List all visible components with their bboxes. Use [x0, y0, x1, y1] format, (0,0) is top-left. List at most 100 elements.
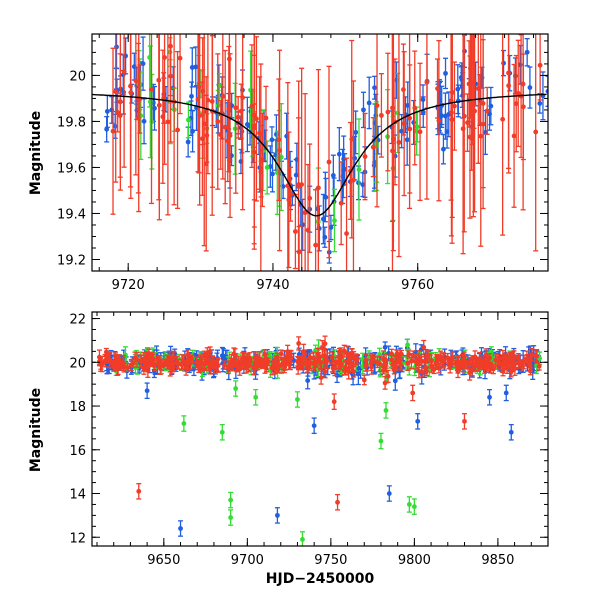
red-data-point [478, 133, 484, 139]
x-tick-label: 9720 [112, 278, 145, 293]
bottom-panel: 9650 9700 9750 9800 9850 12 14 16 18 20 22 Magnitu… [28, 311, 549, 587]
red-data-point [243, 365, 249, 371]
red-data-point [381, 368, 386, 373]
y-tick-label: 18 [69, 400, 86, 415]
red-data-point [299, 182, 305, 187]
y-tick-label: 20 [69, 356, 86, 371]
red-data-point [422, 358, 428, 364]
green-data-point [378, 438, 384, 444]
red-data-point [302, 351, 308, 357]
blue-data-point [404, 137, 410, 143]
bottom-data-points [96, 335, 543, 546]
red-data-point [254, 116, 259, 122]
red-data-point [195, 96, 201, 102]
blue-data-point [275, 512, 280, 518]
red-data-point [385, 373, 391, 379]
red-data-point [416, 355, 422, 361]
red-data-point [189, 356, 195, 362]
red-data-point [461, 113, 467, 119]
blue-data-point [219, 353, 225, 359]
red-data-point [251, 149, 257, 155]
red-data-point [239, 356, 245, 361]
blue-data-point [392, 378, 398, 384]
red-data-point [520, 104, 526, 110]
red-data-point [452, 103, 457, 109]
red-data-point [263, 115, 269, 121]
red-data-point [322, 369, 328, 375]
red-data-point [104, 353, 110, 359]
red-data-point [177, 55, 183, 61]
red-data-point [516, 359, 522, 365]
red-data-point [276, 363, 282, 369]
blue-data-point [269, 137, 275, 143]
blue-data-point [330, 173, 336, 178]
red-data-point [424, 79, 430, 85]
blue-data-point [444, 129, 450, 135]
red-data-point [353, 356, 359, 362]
red-data-point [448, 358, 454, 364]
green-data-point [181, 421, 187, 426]
red-data-point [338, 200, 344, 206]
red-data-point [146, 351, 152, 357]
blue-data-point [372, 85, 377, 91]
red-data-point [417, 129, 423, 135]
blue-data-point [501, 60, 506, 66]
red-data-point [501, 359, 507, 365]
red-data-point [465, 361, 471, 367]
red-data-point [175, 127, 180, 133]
red-data-point [407, 115, 412, 121]
red-data-point [125, 365, 131, 370]
red-data-point [469, 79, 475, 85]
red-data-point [335, 499, 340, 505]
red-data-point [225, 364, 231, 370]
model-curve [92, 93, 547, 217]
green-data-point [295, 397, 300, 402]
x-tick-label: 9800 [398, 553, 431, 568]
red-data-point [277, 148, 282, 153]
y-tick-label: 22 [69, 313, 86, 328]
red-data-point [382, 362, 388, 368]
red-data-point [197, 364, 203, 369]
red-data-point [307, 360, 313, 366]
red-data-point [211, 364, 217, 370]
red-data-point [455, 369, 461, 374]
red-data-point [370, 144, 376, 150]
blue-data-point [488, 103, 494, 109]
red-data-point [215, 119, 221, 124]
green-data-point [300, 537, 305, 542]
red-data-point [318, 375, 324, 380]
red-data-point [253, 364, 259, 369]
red-data-point [286, 360, 292, 365]
red-data-point [98, 360, 104, 366]
red-data-point [121, 69, 127, 74]
red-data-point [296, 341, 302, 346]
red-data-point [534, 353, 539, 359]
red-data-point [379, 112, 384, 118]
blue-data-point [305, 378, 311, 383]
red-data-point [465, 120, 470, 126]
blue-data-point [415, 418, 421, 424]
blue-data-point [508, 429, 514, 435]
red-data-point [410, 354, 416, 359]
red-data-point [164, 358, 170, 364]
red-data-point [533, 129, 539, 135]
blue-data-point [178, 526, 183, 531]
blue-data-point [341, 156, 347, 162]
top-panel: 9720 9740 9760 19.2 19.4 19.6 19.8 20 Magnitude [28, 33, 549, 293]
red-data-point [160, 114, 166, 120]
red-data-point [423, 366, 429, 371]
red-data-point [435, 357, 441, 363]
red-data-point [202, 362, 207, 367]
red-data-point [232, 353, 238, 358]
blue-data-point [104, 126, 110, 132]
blue-data-point [527, 85, 533, 90]
red-data-point [504, 364, 510, 369]
blue-data-point [189, 64, 195, 70]
green-data-point [233, 386, 239, 391]
y-tick-label: 20 [69, 69, 86, 84]
bottom-axis-ticks: 9650 9700 9750 9800 9850 12 14 16 18 20 22 [69, 312, 549, 568]
top-axis-ticks: 9720 9740 9760 19.2 19.4 19.6 19.8 20 [57, 34, 548, 293]
red-data-point [276, 137, 282, 143]
red-data-point [171, 355, 177, 361]
red-data-point [207, 362, 212, 368]
